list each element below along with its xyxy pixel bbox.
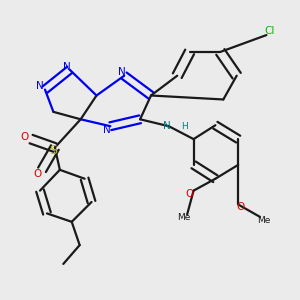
- Text: Me: Me: [257, 216, 271, 225]
- Text: N: N: [63, 62, 71, 72]
- Text: S: S: [49, 145, 57, 158]
- Text: N: N: [36, 81, 44, 91]
- Text: O: O: [185, 189, 194, 199]
- Text: Cl: Cl: [265, 26, 275, 36]
- Text: O: O: [20, 132, 28, 142]
- Text: N: N: [163, 121, 170, 131]
- Text: O: O: [236, 202, 245, 212]
- Text: N: N: [118, 67, 126, 77]
- Text: Me: Me: [177, 213, 190, 222]
- Text: H: H: [181, 122, 188, 131]
- Text: N: N: [103, 125, 110, 135]
- Text: O: O: [33, 169, 41, 179]
